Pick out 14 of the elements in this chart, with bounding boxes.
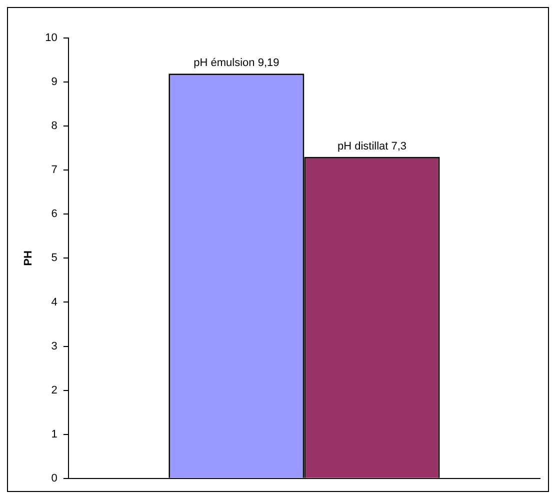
- text: pH émulsion 9,19: [194, 57, 280, 70]
- y-tick-label: 1: [51, 428, 58, 440]
- y-tick-label: 3: [51, 340, 58, 352]
- y-tick-label: 4: [51, 296, 58, 308]
- y-tick-label: 7: [51, 164, 58, 176]
- y-tick-label: 9: [51, 76, 58, 88]
- y-axis-title: PH: [22, 250, 35, 266]
- y-tick-label: 2: [51, 384, 58, 396]
- y-tick-label: 8: [51, 120, 58, 132]
- y-tick-label: 6: [51, 208, 58, 220]
- y-tick-label: 0: [51, 472, 58, 484]
- text: pH distillat 7,3: [337, 140, 407, 152]
- y-tick-label: 10: [45, 32, 58, 44]
- y-tick-label: 5: [51, 252, 58, 264]
